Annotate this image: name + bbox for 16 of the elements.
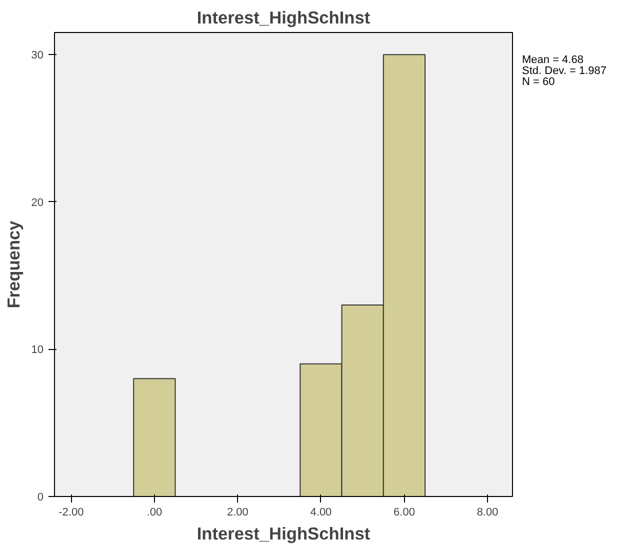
y-axis-title: Frequency	[3, 220, 24, 308]
y-tick-label: 0	[37, 492, 44, 504]
x-tick-label: 8.00	[476, 506, 498, 518]
y-tick-label: 30	[31, 50, 44, 62]
x-tick-label: .00	[146, 506, 162, 518]
chart-title: Interest_HighSchInst	[196, 8, 370, 28]
x-tick-label: 4.00	[310, 506, 332, 518]
x-tick-label: -2.00	[58, 506, 84, 518]
x-tick-label: 6.00	[394, 506, 415, 518]
text: Mean = 4.68	[522, 54, 584, 66]
x-axis-title: Interest_HighSchInst	[196, 524, 370, 544]
text: N = 60	[522, 76, 555, 88]
y-tick-label: 20	[31, 196, 44, 209]
y-tick-label: 10	[31, 344, 44, 356]
x-tick-label: 2.00	[226, 506, 248, 518]
text: Std. Dev. = 1.987	[522, 65, 606, 77]
